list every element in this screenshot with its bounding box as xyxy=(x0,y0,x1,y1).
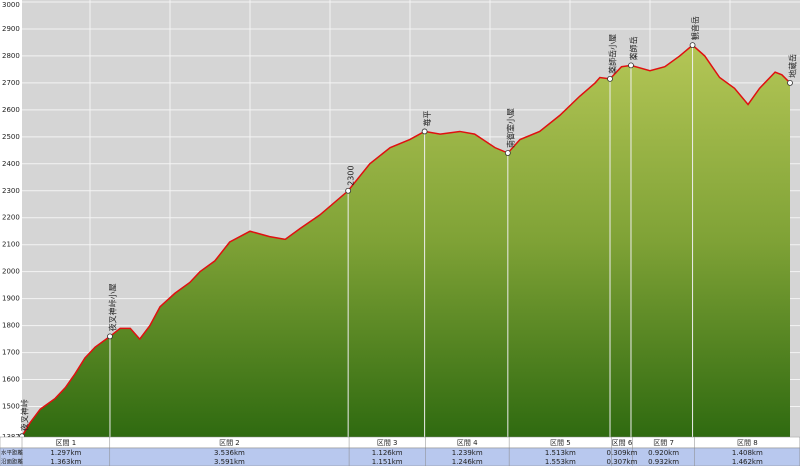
table-cell: 3.536km xyxy=(214,449,245,457)
table-cell: 0.307km xyxy=(607,458,638,466)
section-label: 区間 8 xyxy=(737,439,758,447)
waypoint-label: 2300 xyxy=(347,165,356,185)
waypoint-label: 観音岳 xyxy=(690,16,700,40)
table-cell: 1.151km xyxy=(372,458,403,466)
y-tick-label: 2400 xyxy=(2,160,20,168)
table-cell: 1.553km xyxy=(545,458,576,466)
table-cell: 0.920km xyxy=(648,449,679,457)
y-tick-label: 1900 xyxy=(2,295,20,303)
y-tick-label: 1700 xyxy=(2,349,20,357)
table-cell: 1.126km xyxy=(372,449,403,457)
y-tick-label: 1600 xyxy=(2,376,20,384)
section-label: 区間 6 xyxy=(612,439,633,447)
waypoint-label: 苺平 xyxy=(422,110,432,126)
waypoint-label: 薬師岳小屋 xyxy=(608,34,618,74)
elevation-line xyxy=(21,44,791,437)
row-label: 水平距離 xyxy=(1,449,24,457)
section-label: 区間 4 xyxy=(457,439,478,447)
waypoint-label: 南御室小屋 xyxy=(505,108,515,148)
waypoint-label: 薬師岳 xyxy=(628,36,638,60)
y-tick-label: 2600 xyxy=(2,106,20,114)
section-label: 区間 7 xyxy=(653,439,674,447)
y-tick-label: 2300 xyxy=(2,187,20,195)
y-tick-label: 3000 xyxy=(2,1,20,9)
waypoint-label: 夜叉神峠 xyxy=(20,399,30,431)
y-tick-label: 2000 xyxy=(2,268,20,276)
table-cell: 1.462km xyxy=(732,458,763,466)
section-label: 区間 3 xyxy=(377,439,398,447)
y-tick-label: 2500 xyxy=(2,133,20,141)
y-tick-label: 2800 xyxy=(2,52,20,60)
section-label: 区間 1 xyxy=(56,439,77,447)
table-cell: 1.408km xyxy=(732,449,763,457)
table-cell: 1.239km xyxy=(452,449,483,457)
waypoint-marker xyxy=(107,333,113,340)
waypoint-marker xyxy=(345,187,352,194)
waypoint-marker xyxy=(689,42,696,49)
waypoint-marker xyxy=(787,80,793,86)
table-cell: 1.513km xyxy=(545,449,576,457)
y-tick-label: 2100 xyxy=(2,241,20,249)
table-header-row xyxy=(0,436,800,449)
waypoint-marker xyxy=(504,150,511,156)
table-cell: 0.932km xyxy=(648,458,679,466)
waypoint-label: 夜叉神峠小屋 xyxy=(107,283,117,331)
elevation-area xyxy=(22,45,790,437)
y-tick-label: 2900 xyxy=(2,25,20,33)
table-cell: 0.309km xyxy=(607,449,638,457)
y-tick-label: 1500 xyxy=(2,403,20,411)
table-cell: 1.246km xyxy=(452,458,483,466)
table-cell: 1.363km xyxy=(50,458,81,466)
section-label: 区間 2 xyxy=(219,439,240,447)
waypoint-marker xyxy=(628,62,634,69)
y-tick-label: 2200 xyxy=(2,214,20,222)
y-tick-label: 2700 xyxy=(2,79,20,87)
waypoint-marker xyxy=(607,75,613,82)
y-tick-label: 1800 xyxy=(2,322,20,330)
table-cell: 1.297km xyxy=(50,449,81,457)
row-label: 沿面距離 xyxy=(1,458,24,466)
table-row xyxy=(0,447,800,466)
waypoint-label: 地蔵岳 xyxy=(788,54,798,78)
section-label: 区間 5 xyxy=(550,439,571,447)
waypoint-marker xyxy=(421,128,428,135)
table-cell: 3.591km xyxy=(214,458,245,466)
